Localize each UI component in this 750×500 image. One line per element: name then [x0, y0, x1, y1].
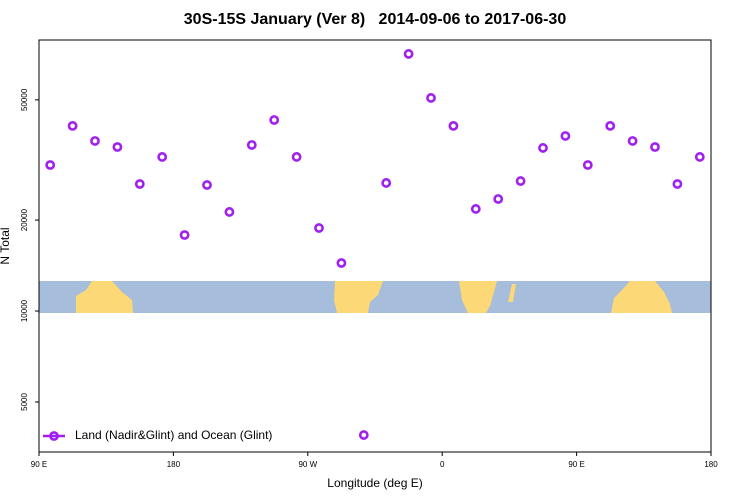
y-tick-label: 20000 — [20, 208, 29, 231]
point — [627, 136, 638, 146]
legend-marker — [49, 431, 59, 441]
point — [672, 179, 683, 189]
point — [493, 194, 504, 204]
point — [90, 136, 100, 146]
point — [157, 152, 168, 162]
point — [67, 120, 78, 131]
x-tick-label: 90 W — [298, 460, 317, 469]
point — [426, 93, 436, 103]
point — [291, 152, 302, 162]
chart-title: 30S-15S January (Ver 8) 2014-09-06 to 20… — [184, 11, 567, 28]
x-tick-label: 180 — [167, 460, 181, 469]
point — [381, 178, 392, 188]
point — [224, 207, 235, 217]
point — [134, 179, 145, 189]
point — [45, 160, 56, 170]
point — [538, 143, 548, 153]
point — [403, 49, 414, 59]
point — [202, 180, 212, 190]
point — [448, 120, 459, 131]
point — [269, 115, 280, 125]
point — [650, 142, 660, 152]
map-background — [39, 281, 711, 313]
point — [246, 140, 257, 150]
point — [358, 430, 369, 440]
point — [605, 120, 616, 131]
x-tick-label: 90 E — [568, 460, 584, 469]
y-tick-label: 5000 — [20, 393, 29, 411]
point — [694, 152, 705, 162]
legend-label: Land (Nadir&Glint) and Ocean (Glint) — [75, 428, 272, 442]
plot-frame — [38, 39, 712, 453]
point — [336, 258, 347, 268]
point — [470, 204, 481, 214]
point — [179, 230, 190, 240]
x-tick-label: 0 — [440, 460, 445, 469]
point — [582, 160, 593, 170]
point — [515, 176, 526, 186]
x-tick-label: 180 — [704, 460, 718, 469]
x-axis-label: Longitude (deg E) — [327, 476, 422, 490]
point — [112, 142, 123, 152]
point — [314, 223, 324, 233]
y-tick-label: 10000 — [20, 299, 29, 322]
point — [560, 131, 571, 141]
y-tick-label: 50000 — [20, 88, 29, 111]
x-tick-label: 90 E — [31, 460, 47, 469]
y-axis-label: N Total — [0, 227, 12, 264]
